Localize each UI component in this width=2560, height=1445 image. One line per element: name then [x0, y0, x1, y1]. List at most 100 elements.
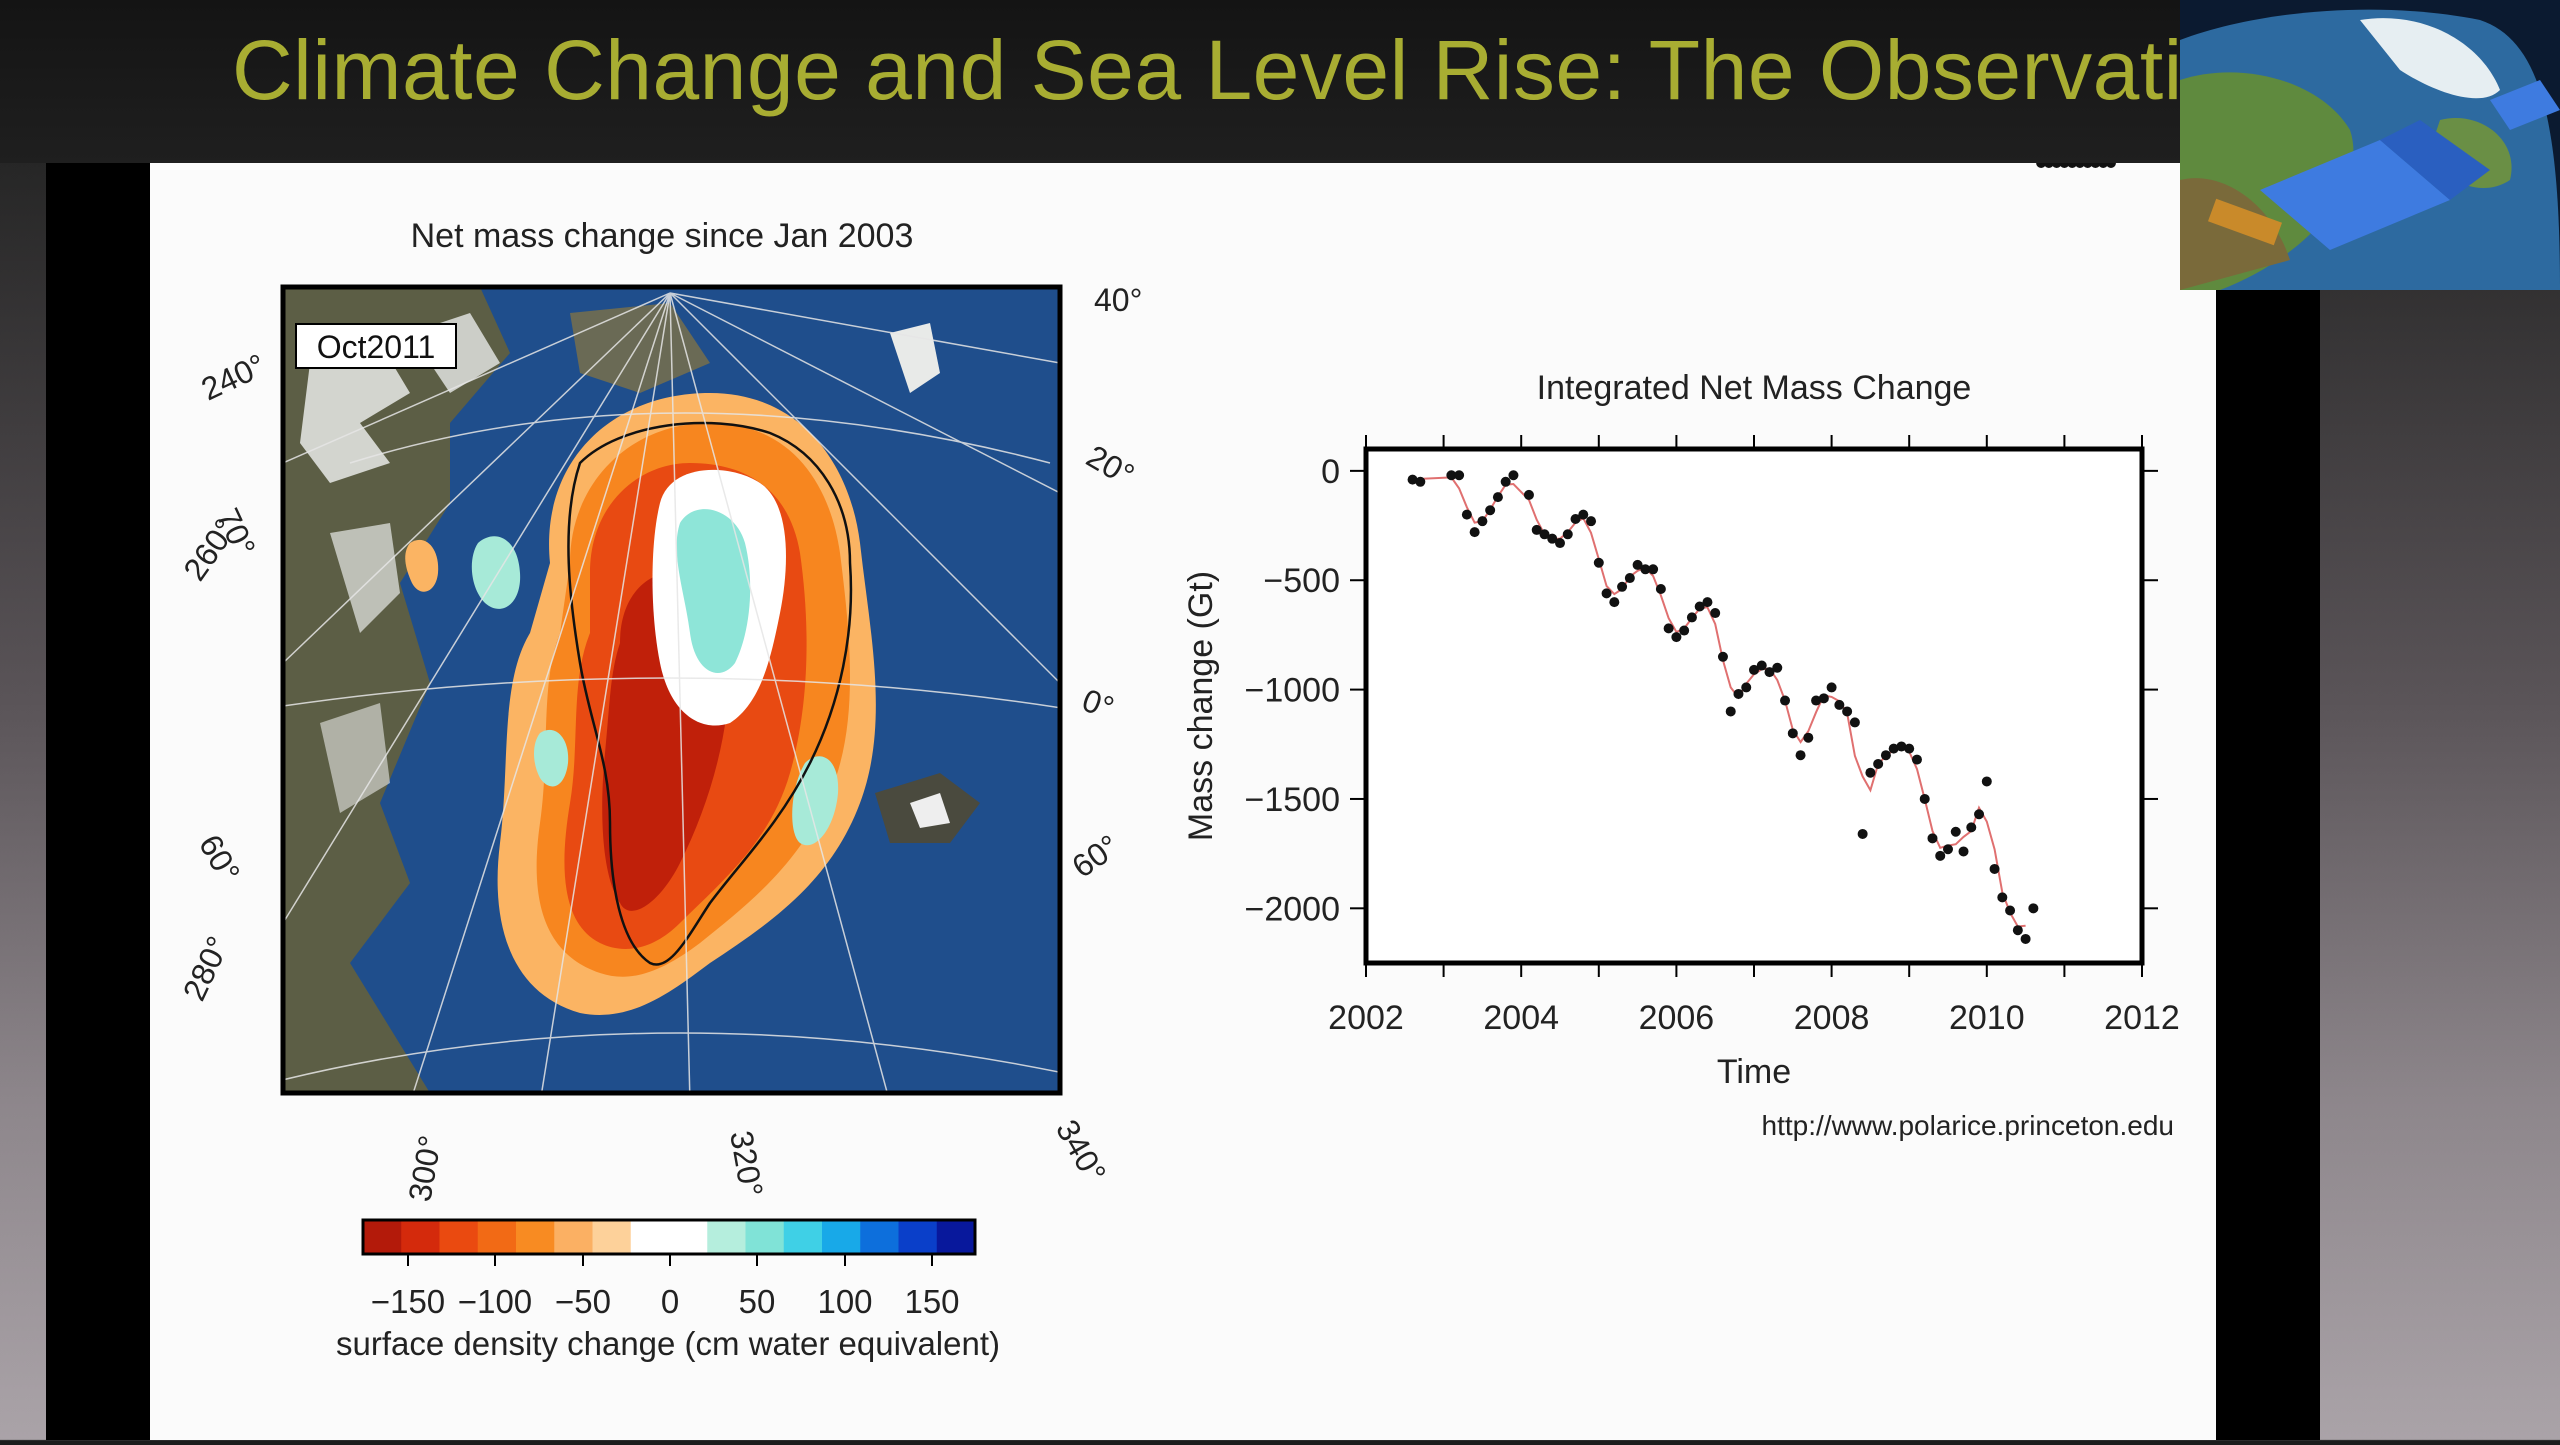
canada-land [283, 287, 510, 1093]
lon-label-320: 320° [723, 1128, 770, 1199]
colorbar-tick-label: 150 [904, 1283, 959, 1320]
data-point [1725, 706, 1736, 717]
data-point [1997, 892, 2008, 903]
data-point [1555, 538, 1565, 549]
figure-svg: Net mass change since Jan 2003 [176, 158, 2180, 1362]
data-point [1865, 767, 1876, 778]
data-point [2020, 933, 2031, 944]
colorbar-tick-label: −50 [555, 1283, 611, 1320]
colorbar-label: surface density change (cm water equival… [336, 1325, 1000, 1362]
map-frame [280, 284, 1063, 1096]
data-point [1539, 529, 1550, 540]
data-point [1702, 597, 1713, 608]
slide-title: Climate Change and Sea Level Rise: The O… [232, 23, 2320, 117]
data-point [1974, 809, 1985, 820]
data-point [1772, 662, 1783, 673]
chart-plot-area [1363, 446, 2145, 966]
greenland-map: Oct2011 [280, 284, 1063, 1096]
data-point [1547, 533, 1558, 544]
data-point [1717, 651, 1728, 662]
data-point [1663, 623, 1674, 634]
data-point [1477, 516, 1488, 527]
data-point [1508, 470, 1519, 481]
right-label-40: 40° [1094, 282, 1142, 318]
data-point [2005, 905, 2016, 916]
colorbar-tick-label: 50 [739, 1283, 776, 1320]
lat-label-60: 60° [192, 829, 247, 889]
colorbar-tick-label: 0 [661, 1283, 679, 1320]
chart-axes: 2002 2004 2006 2008 2010 2012 0 −500 −1000 −1500 −… [1245, 435, 2180, 1037]
colorbar-segment [822, 1220, 861, 1254]
y-tick-label: −1000 [1245, 672, 1341, 710]
data-point [1640, 564, 1651, 575]
colorbar-segment [630, 1220, 670, 1254]
data-point [1500, 476, 1511, 487]
ice-patch [320, 703, 390, 813]
y-tick-label: −2000 [1245, 890, 1341, 928]
data-point [1570, 513, 1581, 524]
data-point [1857, 828, 1868, 839]
data-point [1896, 741, 1907, 752]
colorbar-segment [783, 1220, 823, 1254]
data-point [1407, 474, 1418, 485]
right-label-20: 20° [1081, 438, 1141, 493]
data-point [1950, 826, 1961, 837]
data-point [1617, 581, 1628, 592]
data-point [1787, 728, 1798, 739]
data-point [1655, 583, 1666, 594]
colorbar-segments [363, 1220, 976, 1254]
anomaly-positive [676, 509, 751, 673]
data-point [1523, 489, 1534, 500]
data-point [1911, 754, 1922, 765]
data-point [1531, 524, 1542, 535]
colorbar-segment [554, 1220, 593, 1254]
data-point [2012, 925, 2023, 936]
data-point [1935, 850, 1946, 861]
data-point [1446, 470, 1457, 481]
anomaly-positive [792, 756, 839, 846]
data-point [1818, 693, 1829, 704]
x-tick-label: 2010 [1949, 999, 2025, 1037]
satellite-icon [2208, 80, 2560, 250]
y-tick-label: −1500 [1245, 781, 1341, 819]
data-point [1609, 597, 1620, 608]
data-point [1981, 776, 1992, 787]
data-point [1826, 682, 1837, 693]
map-title: Net mass change since Jan 2003 [411, 217, 914, 255]
data-point [1710, 608, 1721, 619]
data-point [1780, 695, 1791, 706]
lon-label-240: 240° [196, 347, 271, 408]
date-label-box [295, 323, 457, 369]
mass-change-chart: Integrated Net Mass Change 2002 2004 2006 2… [1182, 158, 2180, 1141]
colorbar-ticks: −150 −100 −50 0 50 100 150 [371, 1254, 960, 1320]
colorbar-tick-label: 100 [817, 1283, 872, 1320]
colorbar-tick-label: −100 [458, 1283, 532, 1320]
data-point [2028, 903, 2039, 914]
colorbar-segment [707, 1220, 746, 1254]
data-point [1741, 682, 1752, 693]
anomaly-positive [534, 729, 569, 787]
data-point [1415, 476, 1426, 487]
graticule [283, 292, 1060, 1093]
figure-panel: Net mass change since Jan 2003 [150, 158, 2216, 1440]
data-point [1795, 750, 1806, 761]
data-point [1578, 509, 1589, 520]
data-point [1562, 529, 1573, 540]
colorbar-segment [745, 1220, 785, 1254]
data-point [1880, 750, 1891, 761]
data-point [1624, 573, 1635, 584]
colorbar-tick-label: −150 [371, 1283, 445, 1320]
data-point [1943, 844, 1953, 855]
data-point [1454, 470, 1465, 481]
data-point [1485, 505, 1496, 516]
svalbard-ice [890, 323, 940, 393]
greenland-coastline [567, 421, 853, 966]
data-point [1873, 758, 1884, 769]
data-point [2105, 158, 2116, 168]
x-tick-label: 2004 [1483, 999, 1559, 1037]
data-point [1461, 509, 1472, 520]
data-point [1919, 793, 1930, 804]
colorbar-segment [898, 1220, 938, 1254]
ice-patch [300, 343, 410, 483]
data-point [1492, 492, 1503, 503]
